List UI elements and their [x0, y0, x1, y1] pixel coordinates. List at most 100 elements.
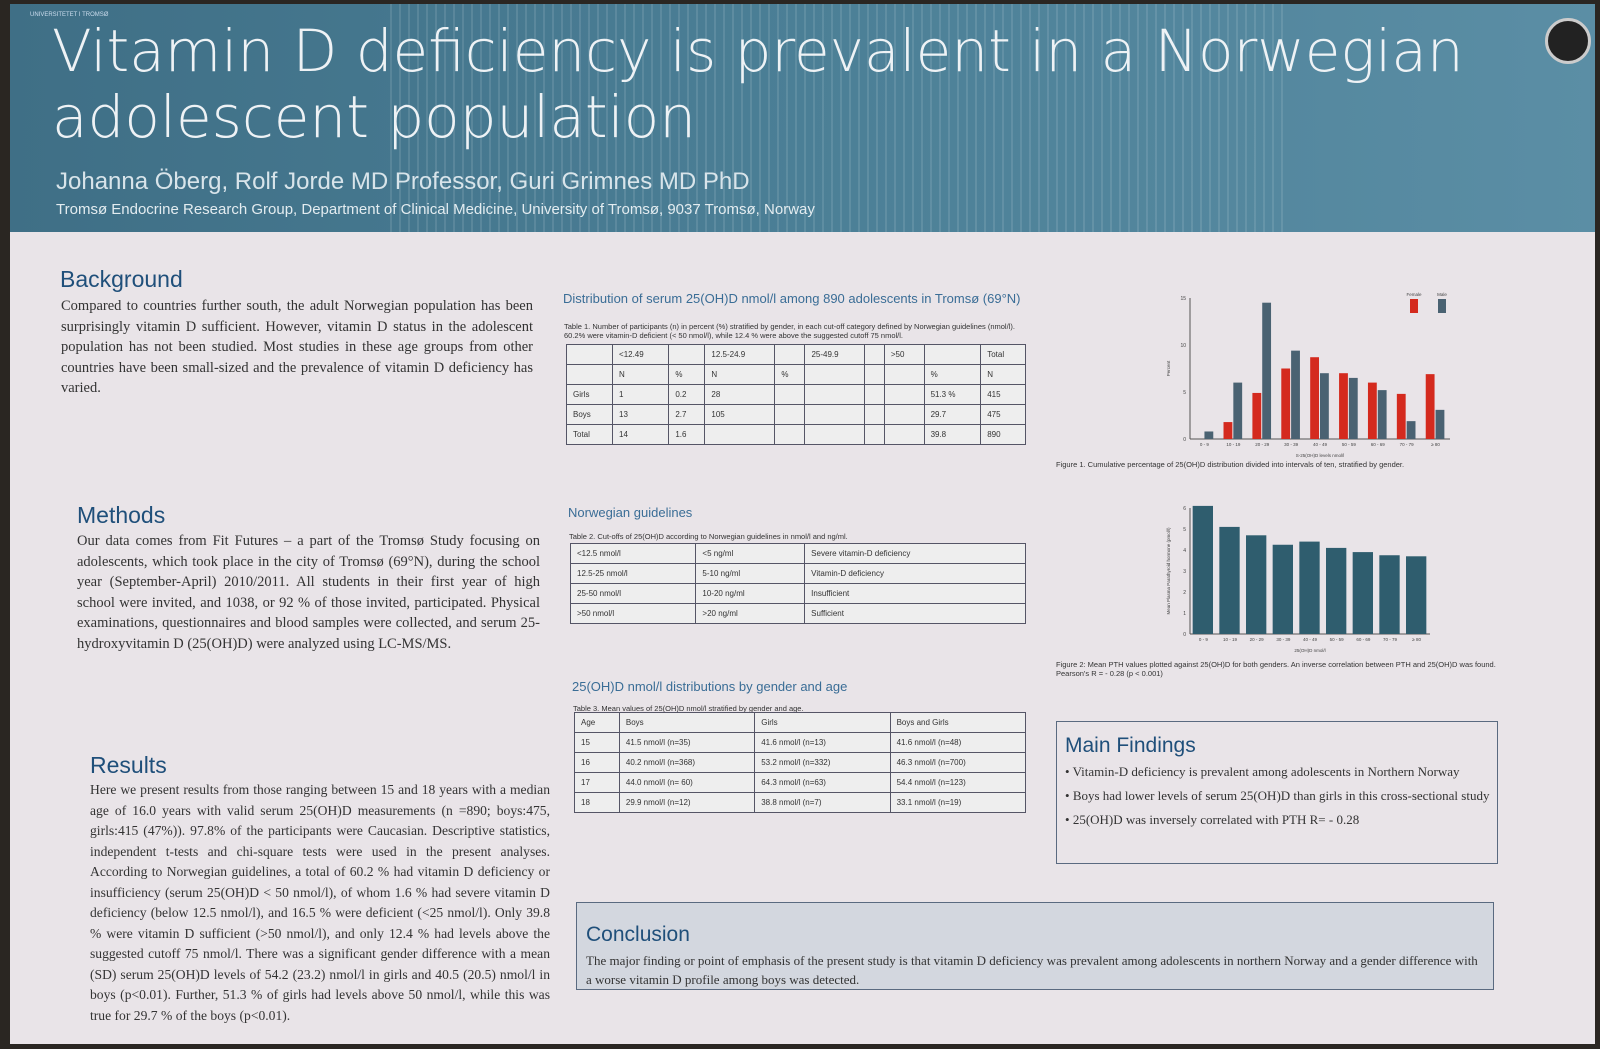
table-cell: 2.7 [668, 404, 706, 425]
table-cell [883, 404, 925, 425]
table-cell [565, 364, 614, 385]
table-row: 25-50 nmol/l 10-20 ng/ml Insufficient [569, 583, 1026, 604]
table-cell [774, 384, 806, 405]
table-cell [883, 364, 925, 385]
table-cell: Total [565, 424, 614, 445]
table1-caption: Table 1. Number of participants (n) in p… [564, 322, 1015, 340]
table-cell: 46.3 nmol/l (n=700) [889, 752, 1027, 773]
bar [1233, 382, 1243, 439]
y-tick-label: 10 [1180, 343, 1186, 349]
table-row: Boys 13 2.7 105 29.7 475 [565, 404, 1026, 425]
x-tick-label: 40 - 49 [1313, 442, 1328, 447]
table-cell: 1 [612, 384, 670, 405]
main-findings-box: Main Findings • Vitamin-D deficiency is … [1056, 721, 1498, 864]
x-axis-label: 25(OH)D nmol/l [1294, 648, 1325, 653]
table-cell: 415 [980, 384, 1026, 405]
table-cell: <5 ng/ml [695, 543, 806, 564]
table-cell: 38.8 nmol/l (n=7) [754, 792, 891, 813]
finding-item: • 25(OH)D was inversely correlated with … [1065, 812, 1360, 827]
results-text: Here we present results from those rangi… [90, 782, 550, 1023]
table-row: N% N%% N [565, 364, 1026, 385]
y-tick-label: 2 [1183, 590, 1186, 596]
y-axis-label: Mean Plasma Parathyroid hormone (pmol/l) [1166, 527, 1171, 615]
x-tick-label: 10 - 19 [1226, 442, 1241, 447]
bar [1281, 368, 1291, 439]
table-cell: N [704, 364, 776, 385]
table-cell: 18 [574, 792, 620, 813]
x-tick-label: 70 - 79 [1383, 637, 1398, 642]
table-cell: 25-50 nmol/l [569, 583, 697, 604]
x-tick-label: ≥ 80 [1431, 442, 1440, 447]
table1: <12.49 12.5-24.9 25-49.9 >50 Total N% N%% N Girl… [565, 344, 1026, 445]
table-cell [864, 424, 885, 445]
bar [1425, 374, 1435, 439]
bar [1377, 390, 1387, 439]
legend-label: Male [1437, 292, 1447, 297]
table-cell: 12.5-25 nmol/l [569, 563, 697, 584]
table-cell: 41.6 nmol/l (n=13) [754, 732, 891, 753]
table-cell: Sufficient [804, 603, 1026, 624]
bar [1406, 556, 1427, 634]
university-name: UNIVERSITETET I TROMSØ [30, 12, 109, 18]
x-tick-label: 30 - 39 [1284, 442, 1299, 447]
bar [1396, 393, 1406, 439]
table-row: <12.49 12.5-24.9 25-49.9 >50 Total [565, 344, 1026, 365]
table-cell: 16 [574, 752, 620, 773]
table-cell: 41.6 nmol/l (n=48) [889, 732, 1027, 753]
methods-heading: Methods [77, 502, 166, 528]
table-cell [883, 384, 925, 405]
table-cell [774, 404, 806, 425]
table-cell: >20 ng/ml [695, 603, 806, 624]
table-cell: 41.5 nmol/l (n=35) [618, 732, 756, 753]
y-tick-label: 1 [1183, 611, 1186, 617]
table-cell: >50 [883, 344, 925, 365]
figure1-caption: Figure 1. Cumulative percentage of 25(OH… [1056, 460, 1405, 469]
bar [1192, 505, 1213, 634]
y-tick-label: 0 [1183, 437, 1186, 443]
bar [1435, 409, 1445, 439]
table-cell [923, 344, 982, 365]
table-cell [804, 364, 866, 385]
table-cell [864, 384, 885, 405]
table2: <12.5 nmol/l <5 ng/ml Severe vitamin-D def… [569, 543, 1026, 624]
bar [1246, 535, 1267, 634]
table-cell: 64.3 nmol/l (n=63) [754, 772, 891, 793]
methods-text: Our data comes from Fit Futures – a part… [77, 533, 540, 652]
y-tick-label: 15 [1180, 296, 1186, 302]
bar [1406, 421, 1416, 439]
table-cell: 890 [980, 424, 1026, 445]
main-findings-heading: Main Findings [1065, 734, 1196, 757]
background-heading: Background [60, 266, 183, 292]
table-cell: Boys [565, 404, 614, 425]
table-cell: 475 [980, 404, 1026, 425]
table-row: Total 14 1.6 39.8 890 [565, 424, 1026, 445]
table-cell: N [612, 364, 670, 385]
bar [1310, 357, 1319, 439]
x-tick-label: 60 - 69 [1371, 442, 1386, 447]
table-cell: Boys [618, 712, 756, 733]
table-cell [804, 424, 866, 445]
table2-caption: Table 2. Cut-offs of 25(OH)D according t… [569, 532, 848, 541]
table-cell: Girls [565, 384, 614, 405]
table-cell: 17 [574, 772, 620, 793]
bar [1379, 555, 1400, 634]
table-cell [883, 424, 925, 445]
table-cell: 29.7 [923, 404, 982, 425]
table-cell: 13 [612, 404, 670, 425]
table-cell: 33.1 nmol/l (n=19) [889, 792, 1027, 813]
table-cell: 54.4 nmol/l (n=123) [889, 772, 1027, 793]
x-tick-label: 0 - 9 [1199, 637, 1209, 642]
x-tick-label: 40 - 49 [1303, 637, 1318, 642]
table-cell: Boys and Girls [889, 712, 1027, 733]
table-cell: 12.5-24.9 [704, 344, 776, 365]
x-tick-label: 70 - 79 [1400, 442, 1415, 447]
conclusion-box: Conclusion The major finding or point of… [576, 902, 1494, 990]
bar [1262, 302, 1272, 439]
bar [1299, 541, 1320, 634]
table3: Age Boys Girls Boys and Girls 15 41.5 nmol/l … [574, 712, 1027, 813]
bar [1272, 544, 1293, 634]
table-row: 16 40.2 nmol/l (n=368) 53.2 nmol/l (n=332)… [574, 752, 1027, 773]
table-cell: >50 nmol/l [569, 603, 697, 624]
figure2-chart: 0 1 2 3 4 5 6 0 - 9 10 - 19 20 - 29 30 - 39 40 - 49… [1166, 505, 1430, 653]
table-cell: Age [574, 712, 620, 733]
